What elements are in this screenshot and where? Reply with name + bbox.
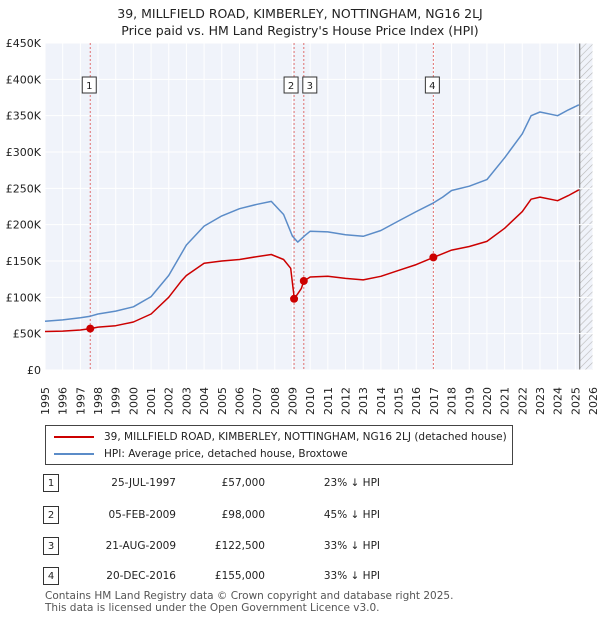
price-chart: 1 2 3 4 £0 £50K £100K £150K £200K £250K £300K £350K…: [6, 37, 600, 415]
x-tick-label: 2001: [145, 387, 158, 415]
sale-marker-box: [81, 76, 97, 94]
chart-legend: 39, MILLFIELD ROAD, KIMBERLEY, NOTTINGHA…: [45, 425, 513, 465]
x-tick-label: 2018: [446, 387, 459, 415]
footer-copyright: Contains HM Land Registry data © Crown c…: [45, 590, 454, 602]
footer-license: This data is licensed under the Open Gov…: [45, 602, 380, 614]
legend-swatch-hpi: [54, 453, 94, 455]
sale-point: [429, 253, 438, 262]
y-tick-label: £100K: [6, 291, 42, 304]
x-tick-label: 2006: [233, 387, 246, 415]
sale-marker-label: 2: [288, 81, 294, 92]
property-price-line: [44, 189, 580, 333]
sale-hpi-diff: 33% ↓ HPI: [323, 570, 380, 582]
sale-price: £57,000: [221, 477, 265, 489]
x-tick-label: 2023: [534, 387, 547, 415]
x-tick-label: 2008: [269, 387, 282, 415]
sale-marker-label: 3: [307, 81, 313, 92]
y-tick-label: £150K: [6, 255, 42, 268]
table-row: 2 05-FEB-2009 £98,000 45% ↓ HPI: [0, 506, 600, 528]
x-tick-label: 2020: [481, 387, 494, 415]
x-tick-label: 2022: [516, 387, 529, 415]
sale-point: [299, 276, 308, 285]
legend-item-property: 39, MILLFIELD ROAD, KIMBERLEY, NOTTINGHA…: [54, 429, 507, 445]
x-tick-label: 2017: [428, 387, 441, 415]
x-tick-label: 2015: [393, 387, 406, 415]
x-tick-label: 2025: [569, 387, 582, 415]
sale-price: £98,000: [221, 509, 265, 521]
x-tick-label: 2002: [163, 387, 176, 415]
x-tick-label: 1996: [57, 387, 70, 415]
x-tick-label: 2012: [340, 387, 353, 415]
x-tick-label: 2024: [552, 387, 565, 415]
x-tick-label: 2003: [180, 387, 193, 415]
y-tick-label: £300K: [6, 146, 42, 159]
forecast-region: [579, 43, 593, 370]
x-tick-label: 1997: [74, 387, 87, 415]
x-tick-label: 2011: [322, 387, 335, 415]
chart-title: 39, MILLFIELD ROAD, KIMBERLEY, NOTTINGHA…: [117, 6, 483, 21]
x-tick-label: 2005: [216, 387, 229, 415]
table-row: 3 21-AUG-2009 £122,500 33% ↓ HPI: [0, 537, 600, 559]
sale-hpi-diff: 23% ↓ HPI: [323, 477, 380, 489]
sale-number-badge: 3: [43, 537, 59, 555]
sale-date: 05-FEB-2009: [108, 509, 176, 521]
plot-area: [45, 43, 593, 370]
table-row: 1 25-JUL-1997 £57,000 23% ↓ HPI: [0, 474, 600, 496]
y-tick-label: £200K: [6, 219, 42, 232]
y-tick-label: £50K: [13, 328, 42, 341]
sale-marker-label: 4: [429, 81, 435, 92]
sale-marker-label: 1: [86, 81, 92, 92]
sale-price: £122,500: [214, 540, 265, 552]
sale-date: 20-DEC-2016: [106, 570, 176, 582]
sale-marker-box: [424, 76, 440, 94]
hpi-line: [44, 104, 580, 323]
x-tick-label: 2004: [198, 387, 211, 415]
sale-point: [290, 294, 299, 303]
sale-date: 21-AUG-2009: [105, 540, 176, 552]
y-tick-label: £400K: [6, 73, 42, 86]
x-tick-label: 2013: [357, 387, 370, 415]
sale-number-badge: 4: [43, 567, 59, 585]
sale-marker-box: [283, 76, 299, 94]
legend-label-property: 39, MILLFIELD ROAD, KIMBERLEY, NOTTINGHA…: [104, 431, 507, 443]
legend-label-hpi: HPI: Average price, detached house, Brox…: [104, 448, 348, 460]
x-tick-label: 2026: [587, 387, 600, 415]
x-tick-label: 2009: [286, 387, 299, 415]
sale-date: 25-JUL-1997: [111, 477, 176, 489]
y-tick-label: £450K: [6, 37, 42, 50]
x-tick-label: 2010: [304, 387, 317, 415]
x-tick-label: 2019: [463, 387, 476, 415]
sale-number-badge: 2: [43, 506, 59, 524]
sale-price: £155,000: [214, 570, 265, 582]
table-row: 4 20-DEC-2016 £155,000 33% ↓ HPI: [0, 567, 600, 589]
chart-subtitle: Price paid vs. HM Land Registry's House …: [121, 23, 479, 38]
x-tick-label: 2014: [375, 387, 388, 415]
x-tick-label: 1995: [39, 387, 52, 415]
sale-hpi-diff: 45% ↓ HPI: [323, 509, 380, 521]
x-tick-label: 1999: [110, 387, 123, 415]
x-tick-label: 2021: [499, 387, 512, 415]
x-tick-label: 1998: [92, 387, 105, 415]
x-tick-label: 2000: [127, 387, 140, 415]
sale-marker-box: [302, 76, 318, 94]
y-tick-label: £250K: [6, 182, 42, 195]
x-tick-label: 2007: [251, 387, 264, 415]
x-tick-label: 2016: [410, 387, 423, 415]
y-tick-label: £0: [27, 364, 41, 377]
y-tick-label: £350K: [6, 110, 42, 123]
sale-point: [86, 324, 95, 333]
legend-item-hpi: HPI: Average price, detached house, Brox…: [54, 446, 348, 462]
sale-hpi-diff: 33% ↓ HPI: [323, 540, 380, 552]
legend-swatch-property: [54, 436, 94, 438]
sale-number-badge: 1: [43, 474, 59, 492]
